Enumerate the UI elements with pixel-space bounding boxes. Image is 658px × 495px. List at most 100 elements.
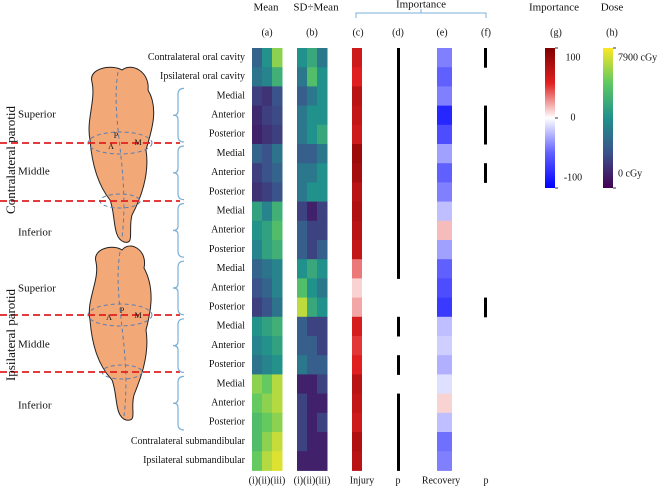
mean-cell	[272, 124, 283, 145]
header-label: Dose	[601, 2, 624, 14]
mean-cell	[272, 297, 283, 318]
sd-mean-cell	[317, 355, 328, 375]
row-label: Contralateral submandibular	[131, 436, 246, 447]
sd-mean-cell	[317, 297, 328, 318]
row-label: Posterior	[209, 244, 246, 255]
sd-mean-cell	[307, 432, 318, 452]
mean-cell	[262, 412, 273, 433]
row-label: Posterior	[209, 359, 246, 370]
injury-cell	[352, 297, 362, 318]
panel-letter: (b)	[306, 27, 318, 38]
mean-cell	[262, 355, 273, 375]
injury-cell	[352, 105, 362, 126]
mean-cell	[252, 393, 263, 414]
tick-label: 100	[566, 52, 581, 63]
recovery-cell	[437, 220, 452, 241]
injury-cell	[352, 86, 362, 107]
row-label: Anterior	[211, 397, 246, 408]
mean-cell	[252, 412, 263, 433]
p-recovery-cell	[484, 278, 487, 298]
sd-mean-cell	[297, 124, 308, 145]
header-label: Mean	[253, 2, 279, 14]
footer-label: (i)(ii)(iii)	[294, 475, 331, 486]
p-recovery-cell	[484, 336, 487, 356]
sd-mean-cell	[317, 86, 328, 107]
mean-cell	[252, 48, 263, 68]
p-injury-cell	[397, 451, 400, 471]
sd-mean-cell	[317, 163, 328, 183]
sd-mean-cell	[307, 48, 318, 68]
sd-mean-cell	[297, 355, 308, 375]
p-injury-cell	[397, 240, 400, 260]
p-recovery-cell	[484, 124, 487, 145]
injury-cell	[352, 451, 362, 471]
mean-cell	[262, 105, 273, 126]
sd-mean-cell	[307, 220, 318, 241]
region-label: Middle	[18, 339, 50, 351]
injury-cell	[352, 48, 362, 68]
sd-mean-cell	[307, 240, 318, 260]
sd-mean-cell	[317, 144, 328, 164]
sd-mean-cell	[297, 67, 308, 87]
row-label: Posterior	[209, 129, 246, 140]
injury-cell	[352, 182, 362, 203]
mean-cell	[262, 316, 273, 337]
p-recovery-cell	[484, 297, 487, 318]
injury-cell	[352, 163, 362, 183]
recovery-cell	[437, 163, 452, 183]
mean-cell	[262, 393, 273, 414]
sd-mean-cell	[297, 316, 308, 337]
mean-cell	[272, 48, 283, 68]
header-label: Importance	[396, 0, 446, 11]
mean-cell	[262, 124, 273, 145]
row-label: Ipsilateral oral cavity	[160, 71, 245, 82]
sd-mean-cell	[297, 48, 308, 68]
p-recovery-cell	[484, 432, 487, 452]
p-recovery-cell	[484, 182, 487, 202]
recovery-cell	[437, 316, 452, 337]
sd-mean-cell	[317, 374, 328, 395]
mean-cell	[272, 220, 283, 241]
recovery-cell	[437, 48, 452, 68]
mean-cell	[262, 451, 273, 471]
region-label: Superior	[18, 283, 56, 295]
p-injury-cell	[397, 259, 400, 279]
mean-cell	[252, 297, 263, 318]
p-recovery-cell	[484, 86, 487, 106]
brace	[172, 260, 185, 316]
mean-cell	[252, 163, 263, 183]
sd-mean-cell	[297, 259, 308, 279]
mean-cell	[272, 67, 283, 87]
injury-cell	[352, 201, 362, 222]
point-label: P	[120, 306, 125, 315]
p-recovery-cell	[484, 451, 487, 471]
sd-mean-cell	[307, 297, 318, 318]
p-injury-cell	[397, 278, 400, 298]
row-label: Anterior	[211, 167, 246, 178]
sd-mean-cell	[307, 374, 318, 395]
mean-cell	[272, 240, 283, 260]
p-recovery-cell	[484, 317, 487, 337]
mean-cell	[252, 182, 263, 203]
mean-cell	[252, 201, 263, 222]
point-label: A	[106, 313, 112, 322]
sd-mean-cell	[317, 316, 328, 337]
mean-cell	[272, 259, 283, 279]
region-label: Middle	[18, 166, 50, 178]
row-label: Medial	[217, 263, 246, 274]
region-label: Superior	[18, 109, 56, 121]
row-label: Anterior	[211, 282, 246, 293]
point-label: A	[108, 142, 114, 151]
mean-cell	[272, 393, 283, 414]
p-injury-cell	[397, 432, 400, 452]
footer-label: (i)(ii)(iii)	[249, 475, 286, 486]
mean-cell	[262, 182, 273, 203]
mean-cell	[272, 451, 283, 471]
p-injury-cell	[397, 374, 400, 394]
sd-mean-cell	[297, 374, 308, 395]
mean-cell	[262, 48, 273, 68]
p-injury-cell	[397, 201, 400, 222]
sd-mean-cell	[307, 259, 318, 279]
p-injury-cell	[397, 412, 400, 433]
sd-mean-cell	[307, 182, 318, 203]
